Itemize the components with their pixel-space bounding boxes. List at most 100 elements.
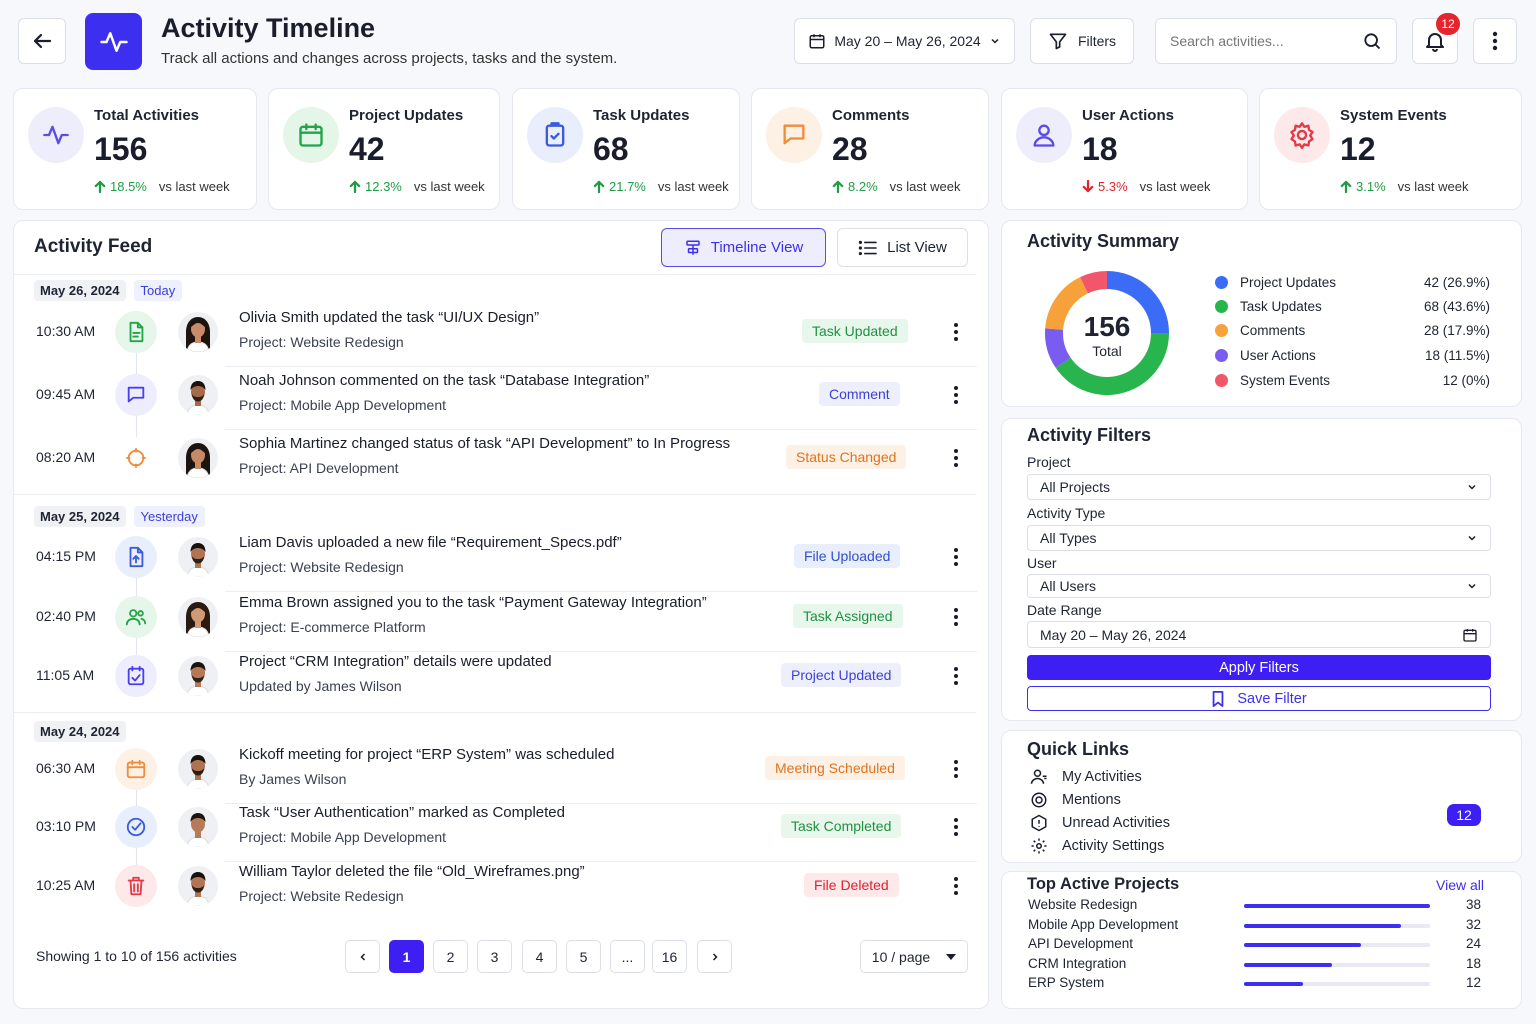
stat-value: 12 xyxy=(1340,131,1376,167)
page-button[interactable]: 4 xyxy=(522,940,557,973)
legend-value: 42 (26.9%) xyxy=(1423,274,1490,290)
activity-row[interactable]: 10:25 AM William Taylor deleted the file … xyxy=(14,857,976,917)
page-button[interactable]: 16 xyxy=(652,940,687,973)
avatar[interactable] xyxy=(178,312,218,352)
timeline-view-button[interactable]: Timeline View xyxy=(661,228,826,267)
activity-row[interactable]: 08:20 AM Sophia Martinez changed status o… xyxy=(14,429,976,489)
apply-filters-button[interactable]: Apply Filters xyxy=(1027,655,1491,680)
project-label: Project xyxy=(1027,454,1071,470)
user-select[interactable]: All Users xyxy=(1027,574,1491,598)
page-button[interactable]: 3 xyxy=(477,940,512,973)
quick-link-my-activities[interactable]: My Activities xyxy=(1030,767,1142,787)
search-box[interactable] xyxy=(1155,18,1397,64)
activity-title: Liam Davis uploaded a new file “Requirem… xyxy=(239,534,622,551)
top-project-row[interactable]: CRM Integration 18 xyxy=(1027,956,1487,974)
stat-icon-wrap xyxy=(28,107,84,163)
caret-down-icon xyxy=(946,953,957,961)
avatar[interactable] xyxy=(178,537,218,577)
legend-dot xyxy=(1215,373,1228,387)
next-page-button[interactable] xyxy=(697,940,732,973)
activity-type-icon-wrap xyxy=(115,536,157,578)
row-more-button[interactable] xyxy=(944,544,968,570)
activity-row[interactable]: 03:10 PM Task “User Authentication” marke… xyxy=(14,798,976,858)
activity-type-select[interactable]: All Types xyxy=(1027,525,1491,551)
activity-type-icon-wrap xyxy=(115,311,157,353)
avatar[interactable] xyxy=(178,438,218,478)
activity-row[interactable]: 04:15 PM Liam Davis uploaded a new file “… xyxy=(14,528,976,588)
list-view-button[interactable]: List View xyxy=(837,228,968,267)
chevron-down-icon xyxy=(989,35,1001,47)
activity-row[interactable]: 09:45 AM Noah Johnson commented on the ta… xyxy=(14,366,976,426)
quick-link-mentions[interactable]: Mentions xyxy=(1030,790,1121,810)
top-project-row[interactable]: Website Redesign 38 xyxy=(1027,897,1487,915)
activity-subtitle: Project: API Development xyxy=(239,460,399,476)
date-range-picker[interactable]: May 20 – May 26, 2024 xyxy=(794,18,1015,64)
row-more-button[interactable] xyxy=(944,756,968,782)
row-more-button[interactable] xyxy=(944,445,968,471)
row-more-button[interactable] xyxy=(944,814,968,840)
user-icon xyxy=(1030,121,1058,149)
save-filter-button[interactable]: Save Filter xyxy=(1027,686,1491,711)
row-more-button[interactable] xyxy=(944,663,968,689)
activity-row[interactable]: 11:05 AM Project “CRM Integration” detail… xyxy=(14,647,976,707)
activity-row[interactable]: 06:30 AM Kickoff meeting for project “ERP… xyxy=(14,740,976,800)
project-bar-fill xyxy=(1244,904,1430,908)
avatar[interactable] xyxy=(178,656,218,696)
row-divider xyxy=(225,591,977,592)
prev-page-button[interactable] xyxy=(345,940,380,973)
avatar[interactable] xyxy=(178,807,218,847)
stat-card: Total Activities 156 18.5% vs last week xyxy=(13,88,257,210)
top-project-row[interactable]: API Development 24 xyxy=(1027,936,1487,954)
stat-change: 21.7% vs last week xyxy=(593,179,729,194)
row-more-button[interactable] xyxy=(944,382,968,408)
page-button[interactable]: 1 xyxy=(389,940,424,973)
project-bar-fill xyxy=(1244,924,1401,928)
stat-change: 12.3% vs last week xyxy=(349,179,485,194)
calendar-icon[interactable] xyxy=(1462,627,1478,643)
quick-link-unread[interactable]: Unread Activities xyxy=(1030,813,1170,833)
page-button[interactable]: 5 xyxy=(566,940,601,973)
view-all-link[interactable]: View all xyxy=(1436,877,1484,893)
stat-change-value: 21.7% xyxy=(609,179,646,194)
chevron-right-icon xyxy=(709,951,721,963)
avatar[interactable] xyxy=(178,749,218,789)
row-divider xyxy=(225,861,977,862)
search-icon[interactable] xyxy=(1362,31,1382,51)
page-button[interactable]: 2 xyxy=(433,940,468,973)
quick-link-label: Activity Settings xyxy=(1062,838,1165,854)
activity-badge: File Deleted xyxy=(804,873,899,897)
project-select[interactable]: All Projects xyxy=(1027,474,1491,500)
save-filter-label: Save Filter xyxy=(1237,690,1307,707)
avatar[interactable] xyxy=(178,866,218,906)
row-more-button[interactable] xyxy=(944,873,968,899)
activity-time: 08:20 AM xyxy=(36,449,96,465)
top-project-row[interactable]: ERP System 12 xyxy=(1027,975,1487,993)
activity-row[interactable]: 10:30 AM Olivia Smith updated the task “U… xyxy=(14,303,976,363)
activity-row[interactable]: 02:40 PM Emma Brown assigned you to the t… xyxy=(14,588,976,648)
list-view-label: List View xyxy=(887,239,947,256)
activity-title: William Taylor deleted the file “Old_Wir… xyxy=(239,863,585,880)
activity-title: Emma Brown assigned you to the task “Pay… xyxy=(239,594,707,611)
row-more-button[interactable] xyxy=(944,319,968,345)
date-tag: Today xyxy=(133,279,183,301)
top-project-row[interactable]: Mobile App Development 32 xyxy=(1027,917,1487,935)
date-tag: Yesterday xyxy=(133,505,205,527)
activity-subtitle: By James Wilson xyxy=(239,771,347,787)
more-menu-button[interactable] xyxy=(1473,18,1517,64)
quick-link-settings[interactable]: Activity Settings xyxy=(1030,836,1164,856)
avatar[interactable] xyxy=(178,597,218,637)
page-button[interactable]: ... xyxy=(610,940,645,973)
quick-links-panel xyxy=(1001,730,1522,863)
avatar[interactable] xyxy=(178,375,218,415)
more-vertical-icon xyxy=(953,759,959,779)
feed-title: Activity Feed xyxy=(34,236,153,257)
stat-icon-wrap xyxy=(766,107,822,163)
back-button[interactable] xyxy=(18,18,66,64)
per-page-select[interactable]: 10 / page xyxy=(860,940,968,973)
project-count: 18 xyxy=(1465,956,1481,971)
timeline-view-label: Timeline View xyxy=(710,239,804,256)
filters-button[interactable]: Filters xyxy=(1030,18,1134,64)
search-input[interactable] xyxy=(1170,33,1350,49)
date-range-input[interactable]: May 20 – May 26, 2024 xyxy=(1027,621,1491,648)
row-more-button[interactable] xyxy=(944,604,968,630)
